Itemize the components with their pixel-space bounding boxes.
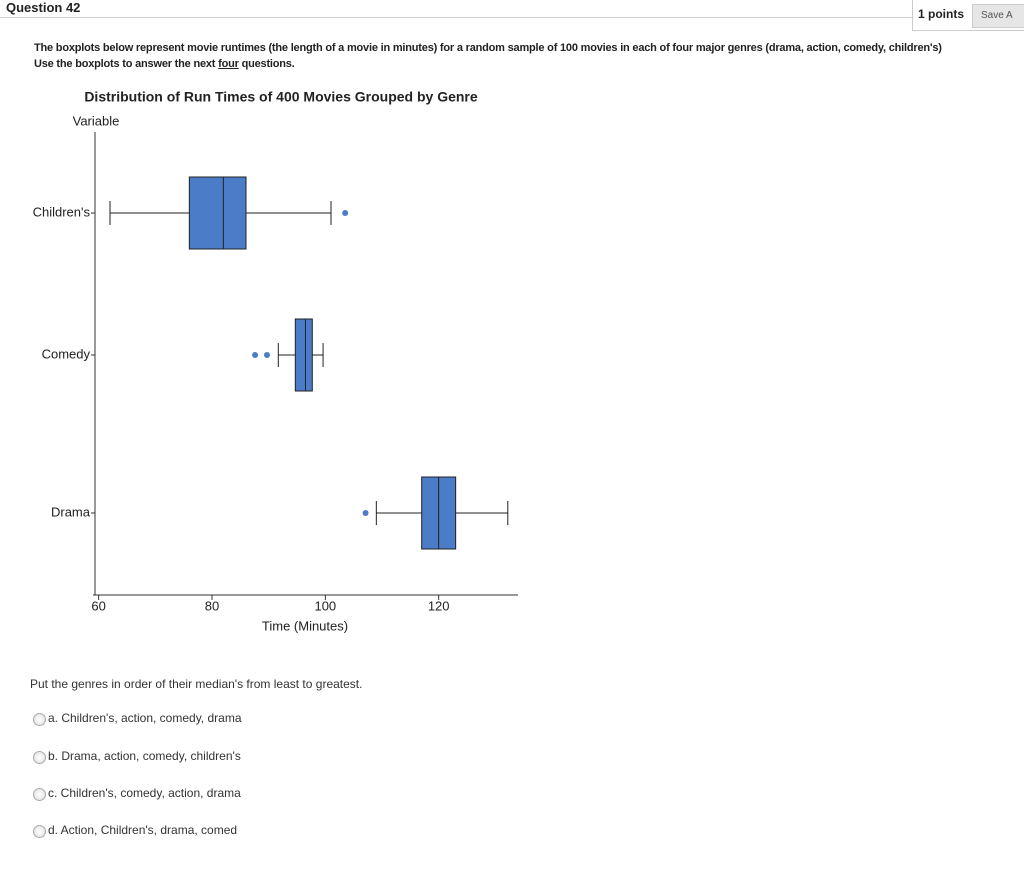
intro-text: Use the boxplots to answer the next [34, 58, 216, 70]
radio[interactable] [33, 751, 46, 764]
option[interactable]: b. Drama, action, comedy, children's [48, 749, 241, 763]
box [188, 176, 247, 250]
option[interactable]: d. Action, Children's, drama, comed [48, 823, 238, 837]
option[interactable]: c. Children's, comedy, action, drama [48, 786, 241, 800]
question-number: Question 42 [6, 0, 81, 15]
intro-emphasis: four [218, 58, 239, 70]
intro-text: questions. [241, 58, 295, 70]
y-axis-label: Variable [73, 113, 120, 128]
x-tick-label: 100 [314, 598, 336, 613]
outlier [362, 510, 369, 516]
x-tick-label: 120 [428, 598, 450, 613]
question-text: Put the genres in order of their median'… [30, 677, 363, 691]
points-box [912, 0, 1024, 31]
y-tick-label: Children's [33, 204, 91, 219]
outlier [263, 352, 270, 358]
chart-title: Distribution of Run Times of 400 Movies … [84, 89, 478, 105]
intro-text: Use the boxplots to answer the next four… [34, 58, 295, 70]
x-tick-label: 80 [205, 598, 219, 613]
y-tick-label: Comedy [42, 346, 91, 361]
save-button[interactable]: Save A [972, 4, 1024, 28]
outlier [252, 352, 259, 358]
radio[interactable] [33, 825, 46, 838]
radio[interactable] [33, 713, 46, 726]
chart: Distribution of Run Times of 400 Movies … [33, 89, 518, 633]
x-axis-label: Time (Minutes) [262, 618, 348, 633]
x-tick-label: 60 [91, 598, 105, 613]
y-tick-label: Drama [51, 504, 91, 519]
points: 1 points [918, 7, 965, 21]
box [294, 318, 313, 392]
outlier [342, 210, 349, 216]
radio[interactable] [33, 788, 46, 801]
option[interactable]: a. Children's, action, comedy, drama [48, 711, 242, 725]
intro-text: The boxplots below represent movie runti… [34, 42, 942, 54]
divider [0, 17, 913, 18]
